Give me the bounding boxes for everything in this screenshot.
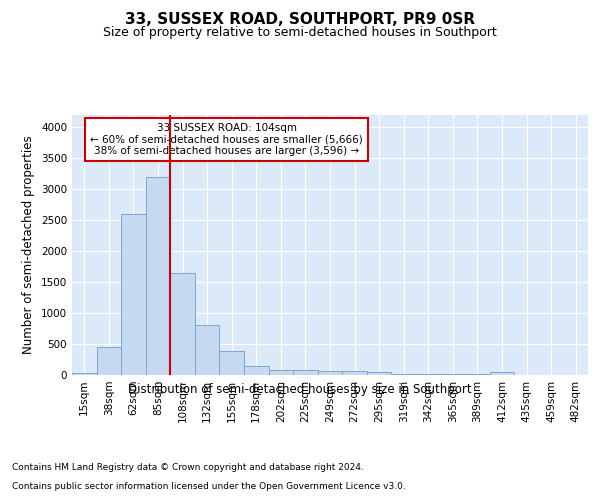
Bar [97, 346, 121, 375]
Bar [220, 352, 244, 375]
Bar [391, 374, 416, 375]
Bar [465, 374, 490, 375]
Text: Distribution of semi-detached houses by size in Southport: Distribution of semi-detached houses by … [128, 382, 472, 396]
Bar [170, 274, 195, 375]
Bar [146, 177, 170, 375]
Bar [269, 370, 293, 375]
Bar [72, 373, 97, 375]
Bar [367, 372, 391, 375]
Text: 33 SUSSEX ROAD: 104sqm
← 60% of semi-detached houses are smaller (5,666)
38% of : 33 SUSSEX ROAD: 104sqm ← 60% of semi-det… [91, 123, 363, 156]
Bar [440, 374, 465, 375]
Bar [416, 374, 440, 375]
Bar [244, 366, 269, 375]
Bar [318, 370, 342, 375]
Bar [121, 214, 146, 375]
Bar [490, 372, 514, 375]
Bar [195, 326, 220, 375]
Bar [342, 370, 367, 375]
Text: Contains HM Land Registry data © Crown copyright and database right 2024.: Contains HM Land Registry data © Crown c… [12, 464, 364, 472]
Y-axis label: Number of semi-detached properties: Number of semi-detached properties [22, 136, 35, 354]
Text: Contains public sector information licensed under the Open Government Licence v3: Contains public sector information licen… [12, 482, 406, 491]
Text: 33, SUSSEX ROAD, SOUTHPORT, PR9 0SR: 33, SUSSEX ROAD, SOUTHPORT, PR9 0SR [125, 12, 475, 28]
Bar [293, 370, 318, 375]
Text: Size of property relative to semi-detached houses in Southport: Size of property relative to semi-detach… [103, 26, 497, 39]
